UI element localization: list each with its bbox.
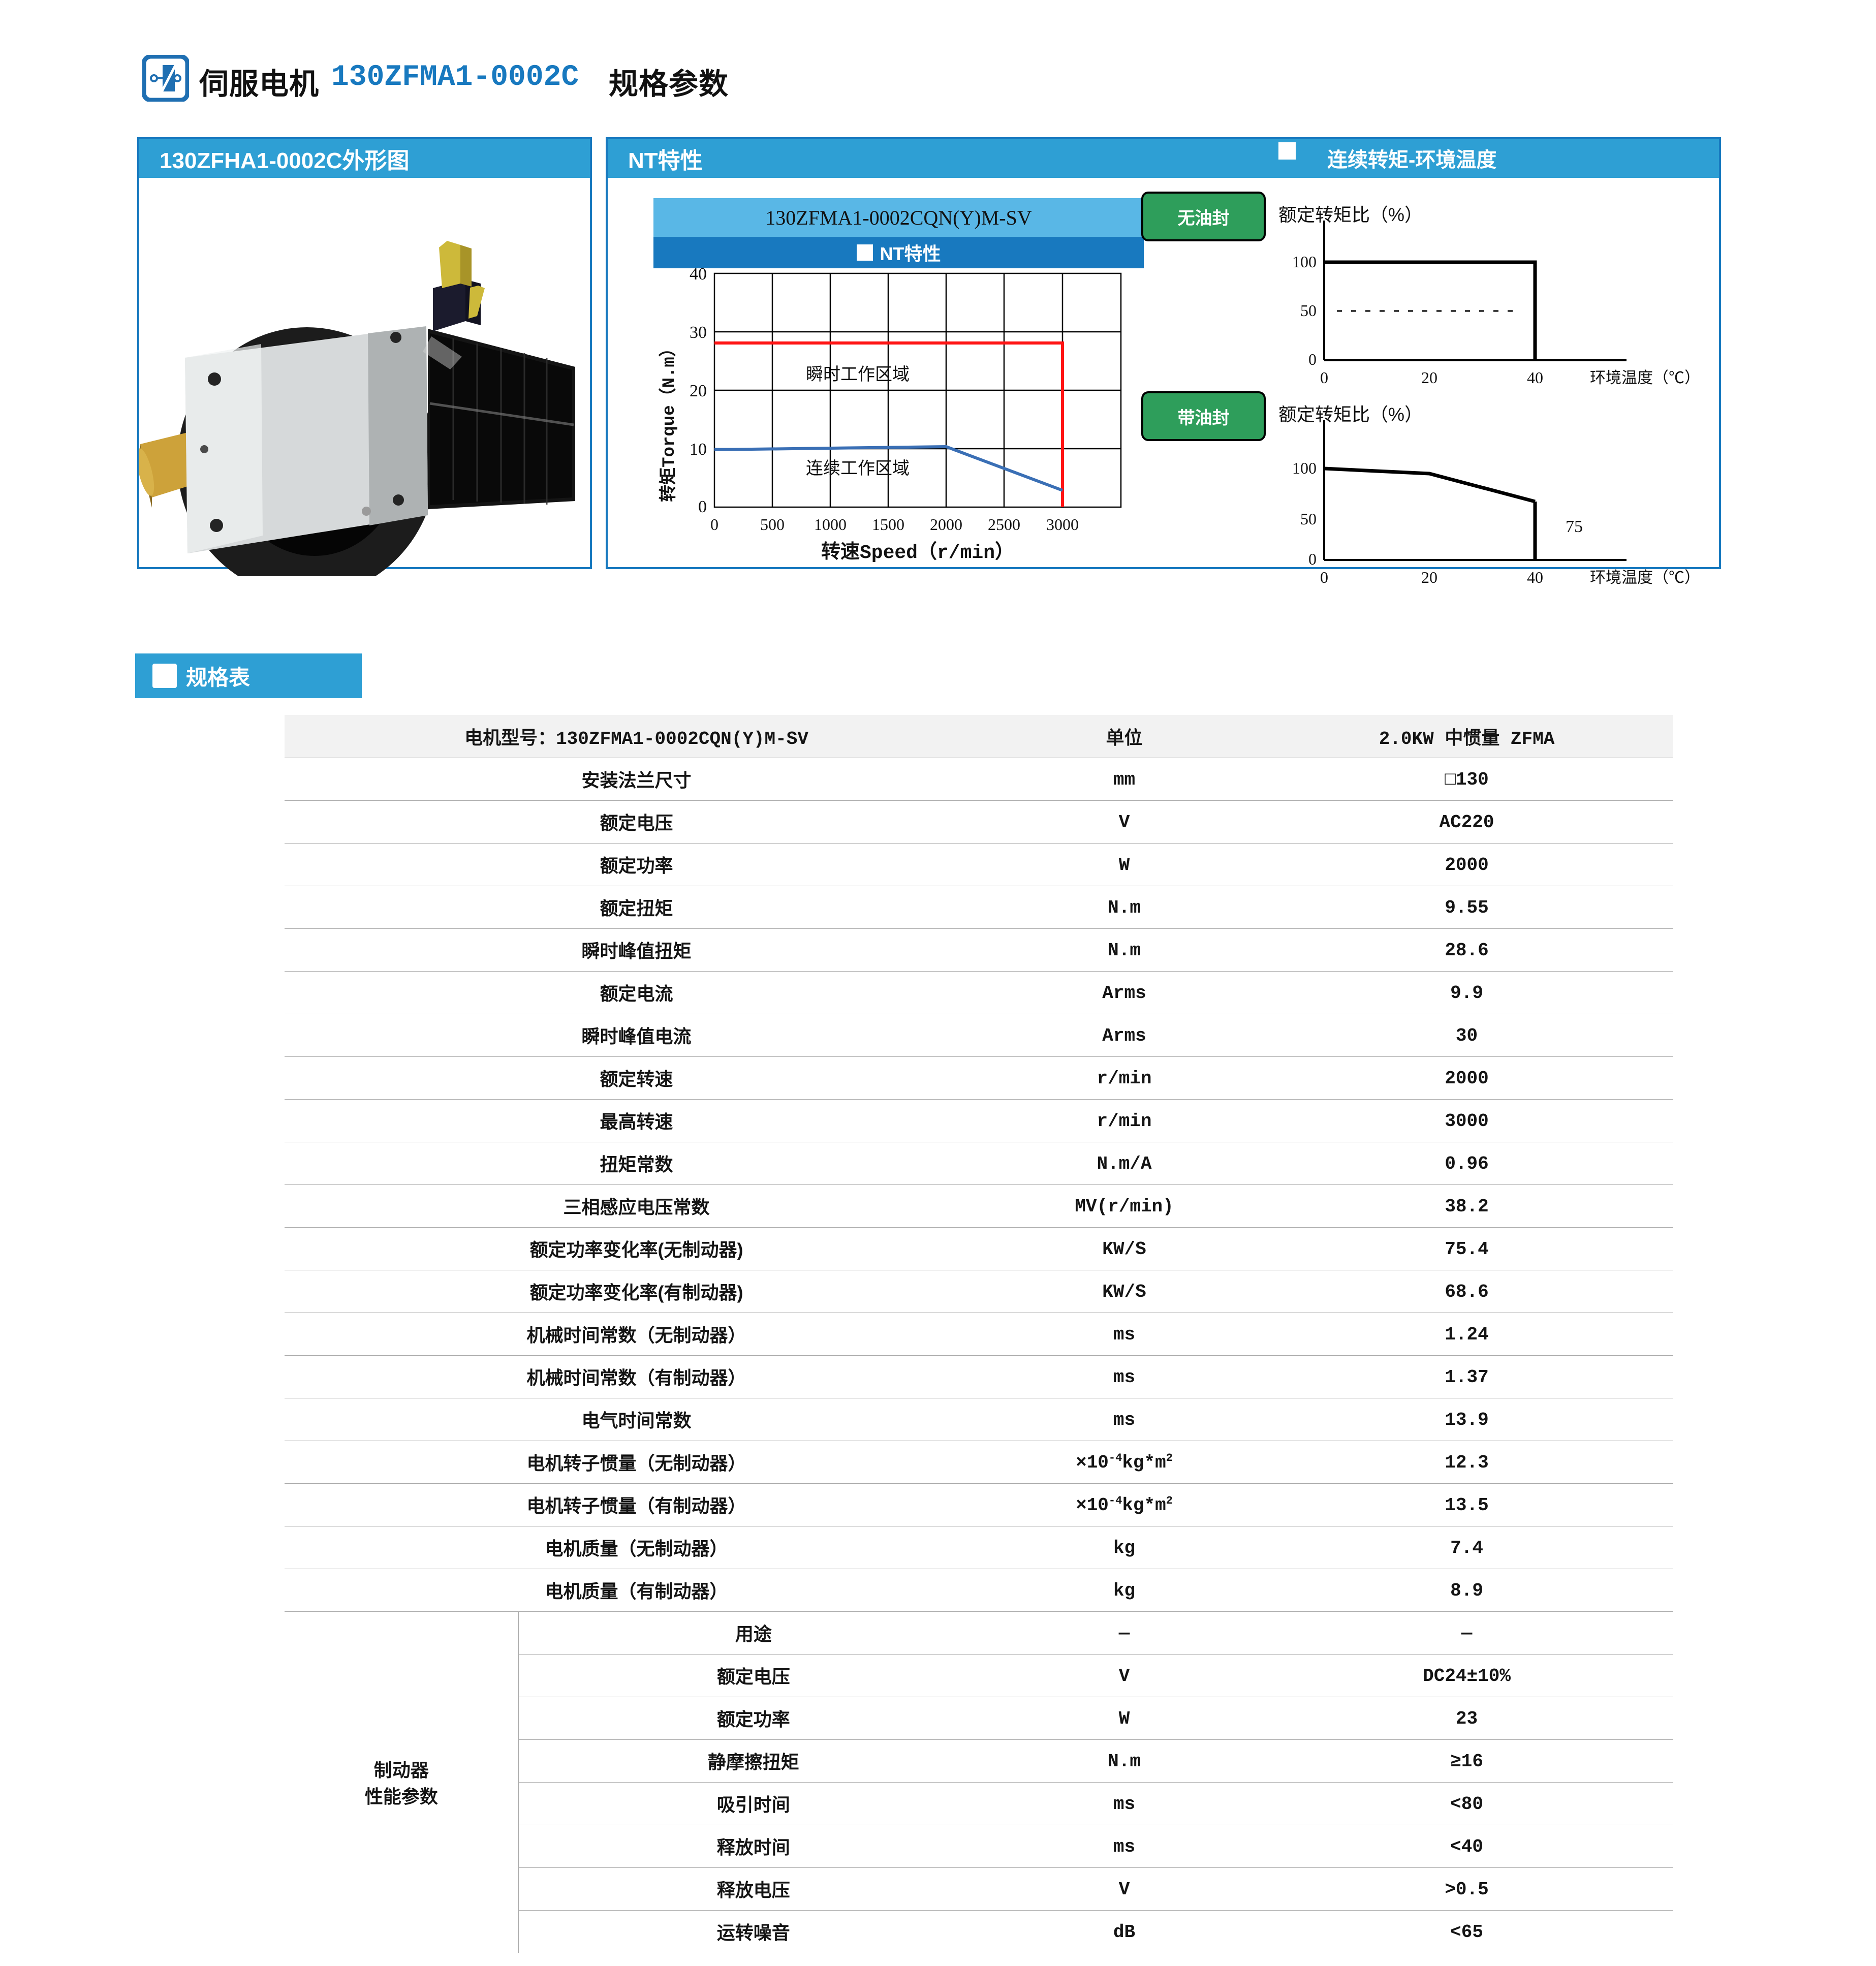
svg-text:0: 0	[1308, 550, 1317, 568]
svg-text:环境温度（℃）: 环境温度（℃）	[1590, 369, 1700, 387]
svg-text:500: 500	[760, 515, 785, 534]
svg-text:3000: 3000	[1046, 515, 1079, 534]
svg-text:2500: 2500	[988, 515, 1020, 534]
svg-text:40: 40	[1527, 368, 1543, 387]
svg-text:0: 0	[1320, 368, 1328, 387]
svg-text:0: 0	[1308, 350, 1317, 368]
svg-text:环境温度（℃）: 环境温度（℃）	[1590, 569, 1700, 586]
svg-text:10: 10	[690, 440, 707, 459]
svg-text:75: 75	[1566, 517, 1583, 536]
svg-text:瞬时工作区域: 瞬时工作区域	[806, 365, 910, 384]
svg-text:1500: 1500	[872, 515, 904, 534]
svg-text:1000: 1000	[814, 515, 847, 534]
svg-text:20: 20	[690, 382, 707, 400]
svg-text:50: 50	[1300, 510, 1317, 528]
svg-text:0: 0	[1320, 568, 1328, 586]
svg-text:转速Speed（r/min）: 转速Speed（r/min）	[821, 541, 1014, 564]
svg-text:转矩Torque（N.m）: 转矩Torque（N.m）	[658, 339, 679, 502]
svg-text:20: 20	[1421, 568, 1437, 586]
svg-text:0: 0	[698, 497, 707, 516]
svg-text:100: 100	[1292, 253, 1317, 271]
svg-text:40: 40	[690, 268, 707, 284]
svg-text:20: 20	[1421, 368, 1437, 387]
svg-text:30: 30	[690, 323, 707, 342]
svg-text:0: 0	[710, 515, 718, 534]
svg-text:50: 50	[1300, 301, 1317, 320]
svg-text:连续工作区域: 连续工作区域	[806, 459, 910, 478]
svg-text:40: 40	[1527, 568, 1543, 586]
svg-text:100: 100	[1292, 459, 1317, 477]
svg-text:2000: 2000	[930, 515, 962, 534]
